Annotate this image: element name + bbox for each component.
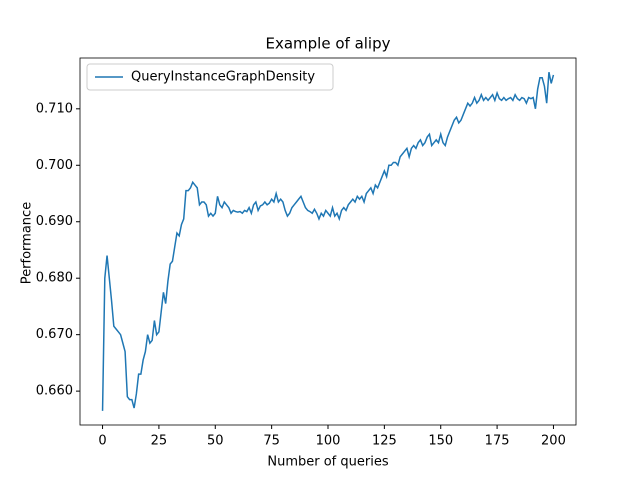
x-axis-label: Number of queries xyxy=(267,455,388,470)
y-tick-label: 0.660 xyxy=(36,384,73,399)
y-tick-label: 0.700 xyxy=(36,158,73,173)
x-tick-label: 25 xyxy=(151,434,168,449)
axes-frame xyxy=(79,57,577,426)
y-axis-label: Performance xyxy=(20,202,35,284)
legend-label: QueryInstanceGraphDensity xyxy=(131,70,315,85)
x-tick-label: 175 xyxy=(485,434,510,449)
x-tick-label: 125 xyxy=(372,434,397,449)
x-tick-label: 75 xyxy=(263,434,280,449)
line-series xyxy=(101,71,555,411)
x-tick-label: 0 xyxy=(98,434,106,449)
x-tick-label: 150 xyxy=(428,434,453,449)
x-tick-label: 50 xyxy=(207,434,224,449)
y-tick-label: 0.710 xyxy=(36,101,73,116)
chart-title: Example of alipy xyxy=(266,35,391,53)
x-tick-label: 100 xyxy=(316,434,341,449)
y-tick-label: 0.670 xyxy=(36,327,73,342)
legend-box xyxy=(86,63,334,91)
y-tick-label: 0.680 xyxy=(36,271,73,286)
y-tick-label: 0.690 xyxy=(36,214,73,229)
x-tick-label: 200 xyxy=(541,434,566,449)
